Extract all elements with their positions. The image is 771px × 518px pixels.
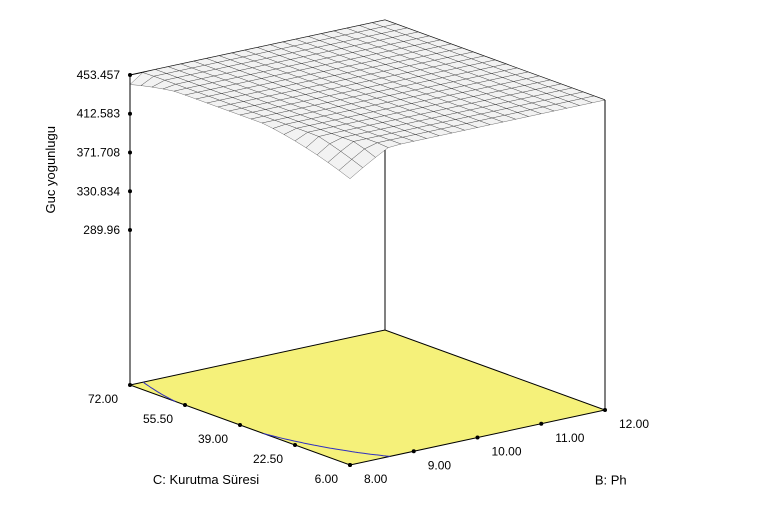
z-tick-label: 289.96 bbox=[83, 223, 120, 237]
surface-contour-plot: 289.96 330.834 371.708 412.583 453.457 Guc yo… bbox=[0, 0, 771, 518]
z-tick-label: 371.708 bbox=[77, 146, 121, 160]
x-tick-label: 9.00 bbox=[428, 458, 452, 472]
x-tick-dot bbox=[603, 408, 607, 412]
z-tick-dot bbox=[128, 73, 132, 77]
x-tick-label: 12.00 bbox=[619, 417, 649, 431]
z-tick-dot bbox=[128, 228, 132, 232]
y-tick-dot bbox=[348, 463, 352, 467]
x-tick-dot bbox=[476, 436, 480, 440]
z-axis-label: Guc yogunlugu bbox=[43, 126, 58, 213]
x-tick-dot bbox=[412, 449, 416, 453]
y-tick-dot bbox=[238, 423, 242, 427]
z-tick-label: 453.457 bbox=[77, 68, 121, 82]
y-tick-label: 39.00 bbox=[198, 432, 228, 446]
y-tick-dot bbox=[128, 383, 132, 387]
y-tick-label: 55.50 bbox=[143, 412, 173, 426]
y-tick-label: 72.00 bbox=[88, 392, 118, 406]
z-tick-dot bbox=[128, 112, 132, 116]
y-axis-label: C: Kurutma Süresi bbox=[153, 472, 259, 487]
y-tick-dot bbox=[183, 403, 187, 407]
y-tick-label: 6.00 bbox=[315, 472, 339, 486]
z-tick-dot bbox=[128, 151, 132, 155]
z-tick-dot bbox=[128, 189, 132, 193]
z-tick-label: 412.583 bbox=[77, 107, 121, 121]
y-tick-dot bbox=[293, 443, 297, 447]
x-axis-label: B: Ph bbox=[595, 472, 627, 487]
x-tick-label: 8.00 bbox=[364, 472, 388, 486]
surface-mesh bbox=[130, 20, 605, 179]
x-tick-label: 11.00 bbox=[555, 431, 584, 445]
x-tick-label: 10.00 bbox=[492, 445, 522, 459]
x-tick-dot bbox=[539, 422, 543, 426]
z-tick-label: 330.834 bbox=[77, 184, 121, 198]
y-tick-label: 22.50 bbox=[253, 452, 283, 466]
